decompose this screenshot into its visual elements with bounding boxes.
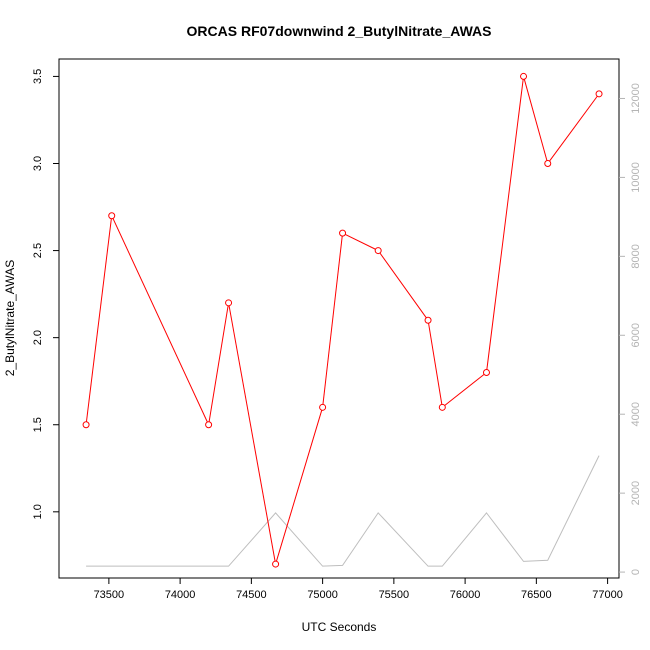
data-point	[272, 560, 280, 568]
series-primary-segment	[85, 218, 112, 422]
y2-tick-label: 4000	[630, 402, 642, 426]
series-primary-segment	[345, 234, 376, 250]
series-primary-segment	[379, 252, 427, 319]
data-point	[520, 72, 528, 80]
series-primary-segment	[486, 79, 524, 370]
y-tick-label: 3.0	[32, 156, 44, 171]
x-tick-label: 74000	[165, 589, 196, 601]
y-tick-label: 1.0	[32, 504, 44, 519]
y-axis-label: 2_ButylNitrate_AWAS	[3, 260, 17, 377]
series-primary-segment	[208, 305, 229, 422]
series-primary-segment	[428, 323, 443, 405]
series-secondary-line	[86, 455, 600, 567]
series-primary-segment	[444, 373, 485, 406]
x-tick-label: 75000	[307, 589, 338, 601]
data-point	[374, 247, 382, 255]
data-point	[339, 229, 347, 237]
chart-title: ORCAS RF07downwind 2_ButylNitrate_AWAS	[187, 23, 492, 39]
data-point	[438, 403, 446, 411]
y2-tick-label: 8000	[630, 244, 642, 268]
data-point	[225, 299, 233, 307]
data-point	[424, 316, 432, 324]
x-tick-label: 76500	[521, 589, 552, 601]
x-tick-label: 77000	[592, 589, 623, 601]
data-point	[108, 212, 116, 220]
series-primary-segment	[322, 236, 343, 405]
y-tick-label: 2.5	[32, 243, 44, 258]
y2-tick-label: 6000	[630, 323, 642, 347]
series-primary-segment	[523, 79, 548, 161]
x-tick-label: 76000	[450, 589, 481, 601]
y-tick-label: 3.5	[32, 69, 44, 84]
data-point	[544, 159, 552, 167]
plot-area: 73500 74000 74500 75000 75500 76000 76500 77000…	[32, 58, 642, 601]
y-tick-label: 1.5	[32, 417, 44, 432]
series-primary-segment	[549, 95, 598, 162]
x-tick-label: 74500	[236, 589, 267, 601]
series-primary-segment	[275, 410, 323, 562]
data-point	[319, 403, 327, 411]
series-primary-segment	[228, 305, 276, 562]
x-axis-label: UTC Seconds	[302, 620, 377, 634]
x-tick-label: 73500	[94, 589, 125, 601]
y2-tick-label: 2000	[630, 481, 642, 505]
series-primary-segment	[112, 218, 208, 423]
y-tick-label: 2.0	[32, 330, 44, 345]
y2-tick-label: 0	[630, 569, 642, 575]
data-point	[82, 421, 90, 429]
data-point	[205, 421, 213, 429]
x-tick-label: 75500	[379, 589, 410, 601]
plot-frame	[58, 58, 620, 579]
data-point	[595, 90, 603, 98]
data-point	[482, 368, 490, 376]
y2-tick-label: 12000	[630, 83, 642, 114]
y2-tick-label: 10000	[630, 162, 642, 193]
